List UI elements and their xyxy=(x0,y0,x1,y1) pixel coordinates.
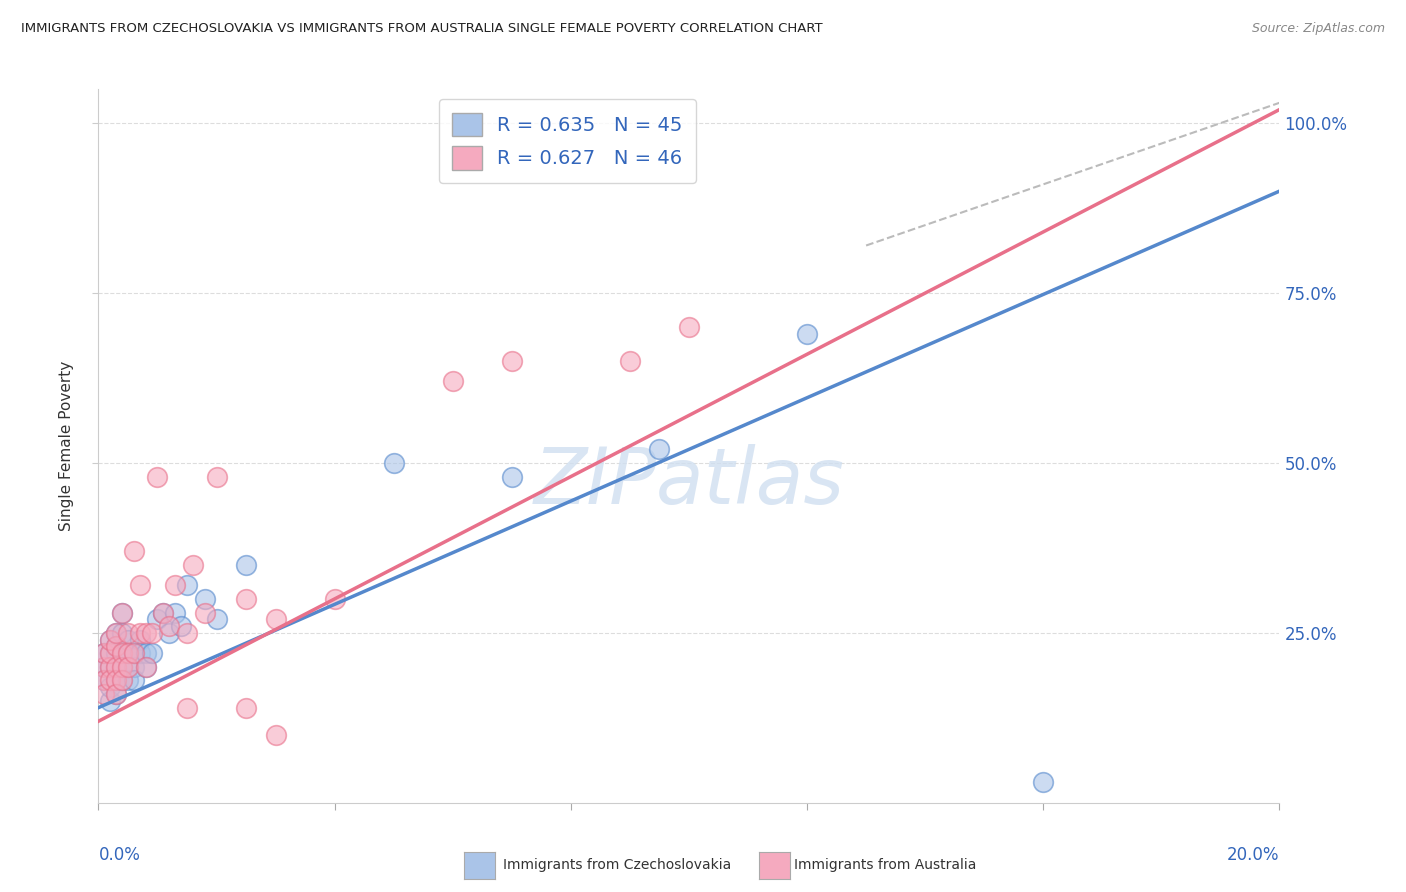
Point xyxy=(111,606,134,620)
Point xyxy=(105,660,128,674)
Point xyxy=(93,660,115,674)
Point xyxy=(264,728,287,742)
Point xyxy=(122,660,145,674)
Point xyxy=(117,646,139,660)
Point xyxy=(105,640,128,654)
Point xyxy=(105,626,128,640)
Point xyxy=(98,646,121,660)
Point xyxy=(323,591,346,606)
Point xyxy=(105,660,128,674)
Point xyxy=(157,619,180,633)
Point xyxy=(117,660,139,674)
Point xyxy=(93,646,115,660)
Point xyxy=(1032,775,1054,789)
Point xyxy=(501,469,523,483)
Point xyxy=(235,700,257,714)
Point xyxy=(165,606,187,620)
Point xyxy=(98,660,121,674)
Point xyxy=(235,591,257,606)
Point xyxy=(117,646,139,660)
Point xyxy=(176,578,198,592)
Point xyxy=(111,646,134,660)
Point xyxy=(105,640,128,654)
Point xyxy=(382,456,405,470)
Point xyxy=(135,646,157,660)
Point xyxy=(501,354,523,368)
Y-axis label: Single Female Poverty: Single Female Poverty xyxy=(59,361,75,531)
Point xyxy=(98,660,121,674)
Point xyxy=(122,646,145,660)
Point xyxy=(165,578,187,592)
Point xyxy=(98,673,121,688)
Point xyxy=(117,632,139,647)
Point xyxy=(105,626,128,640)
Text: IMMIGRANTS FROM CZECHOSLOVAKIA VS IMMIGRANTS FROM AUSTRALIA SINGLE FEMALE POVERT: IMMIGRANTS FROM CZECHOSLOVAKIA VS IMMIGR… xyxy=(21,22,823,36)
Point xyxy=(146,469,169,483)
Point xyxy=(98,694,121,708)
Point xyxy=(128,646,150,660)
Point xyxy=(93,673,115,688)
Point xyxy=(264,612,287,626)
Point xyxy=(122,673,145,688)
Point xyxy=(111,626,134,640)
Point xyxy=(105,687,128,701)
Point xyxy=(678,320,700,334)
Text: Immigrants from Czechoslovakia: Immigrants from Czechoslovakia xyxy=(503,858,731,872)
Point xyxy=(181,558,204,572)
Text: ZIPatlas: ZIPatlas xyxy=(533,443,845,520)
Point xyxy=(796,326,818,341)
Point xyxy=(111,646,134,660)
Point xyxy=(111,673,134,688)
Point xyxy=(648,442,671,457)
Point xyxy=(105,673,128,688)
Point xyxy=(98,632,121,647)
Point xyxy=(117,673,139,688)
Point xyxy=(235,558,257,572)
Point xyxy=(117,626,139,640)
Point xyxy=(194,591,217,606)
Point xyxy=(111,606,134,620)
Text: Immigrants from Australia: Immigrants from Australia xyxy=(794,858,977,872)
Point xyxy=(152,606,174,620)
Point xyxy=(111,660,134,674)
Point xyxy=(111,673,134,688)
Text: 0.0%: 0.0% xyxy=(98,846,141,863)
Point xyxy=(152,606,174,620)
Point xyxy=(128,578,150,592)
Point xyxy=(141,626,163,640)
Point xyxy=(194,606,217,620)
Point xyxy=(105,673,128,688)
Point xyxy=(122,646,145,660)
Point xyxy=(205,612,228,626)
Point xyxy=(146,612,169,626)
Point xyxy=(135,626,157,640)
Point xyxy=(157,626,180,640)
Point xyxy=(111,660,134,674)
Point xyxy=(98,680,121,694)
Text: 20.0%: 20.0% xyxy=(1227,846,1279,863)
Point xyxy=(93,673,115,688)
Legend: R = 0.635   N = 45, R = 0.627   N = 46: R = 0.635 N = 45, R = 0.627 N = 46 xyxy=(439,99,696,184)
Point xyxy=(93,687,115,701)
Point xyxy=(176,626,198,640)
Point xyxy=(122,544,145,558)
Point xyxy=(105,646,128,660)
Point xyxy=(170,619,193,633)
Point xyxy=(117,660,139,674)
Point xyxy=(205,469,228,483)
Point xyxy=(176,700,198,714)
Point xyxy=(619,354,641,368)
Point xyxy=(93,660,115,674)
Point xyxy=(441,375,464,389)
Point xyxy=(98,632,121,647)
Point xyxy=(128,626,150,640)
Point xyxy=(135,660,157,674)
Point xyxy=(105,687,128,701)
Point xyxy=(98,646,121,660)
Point xyxy=(93,646,115,660)
Point xyxy=(141,646,163,660)
Point xyxy=(128,632,150,647)
Point xyxy=(135,660,157,674)
Text: Source: ZipAtlas.com: Source: ZipAtlas.com xyxy=(1251,22,1385,36)
